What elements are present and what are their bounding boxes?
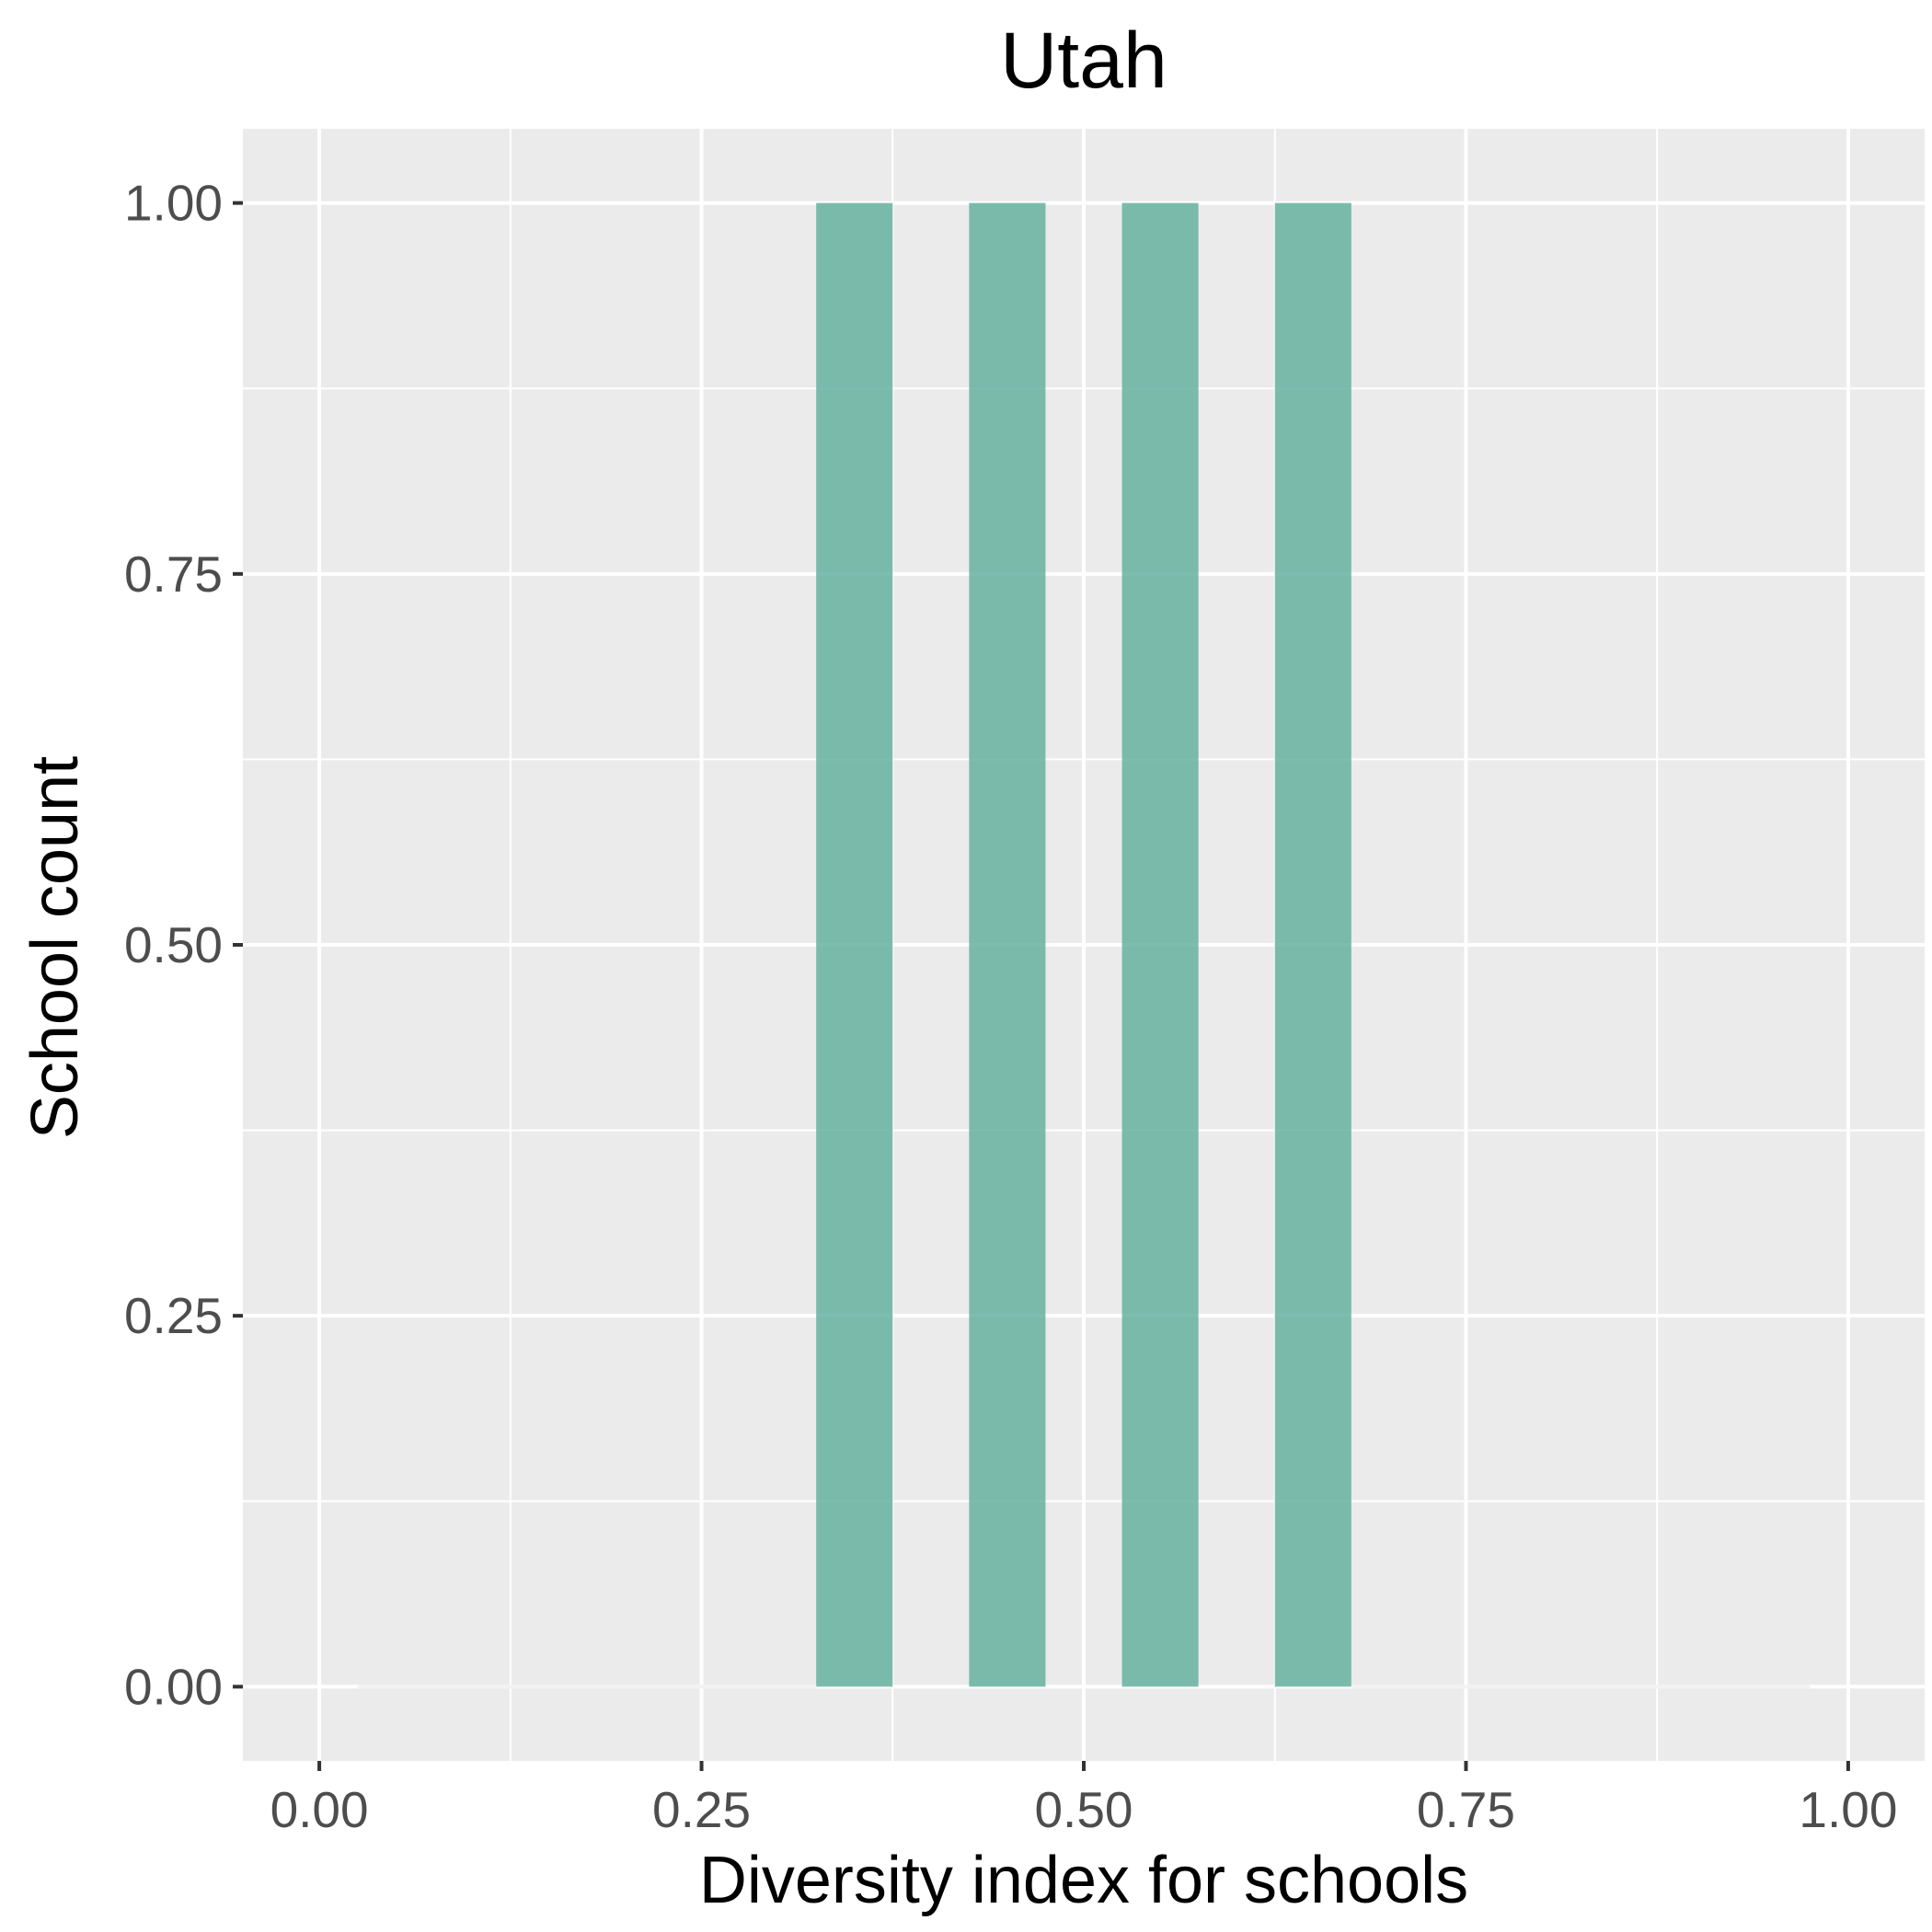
histogram-bar — [1274, 202, 1351, 1687]
histogram-bar — [816, 202, 893, 1687]
x-tick-label: 1.00 — [1799, 1781, 1897, 1838]
chart-title: Utah — [1000, 17, 1167, 105]
y-tick-label: 0.00 — [124, 1658, 223, 1715]
y-tick-label: 0.75 — [124, 546, 223, 603]
x-tick-label: 0.75 — [1417, 1781, 1515, 1838]
x-tick-label: 0.00 — [270, 1781, 369, 1838]
major-gridlines — [243, 129, 1925, 1761]
bars — [357, 202, 1811, 1689]
y-tick-label: 0.50 — [124, 916, 223, 973]
y-axis-ticks: 0.00 0.25 0.50 0.75 1.00 — [124, 175, 243, 1715]
y-tick-label: 1.00 — [124, 175, 223, 232]
x-tick-label: 0.50 — [1034, 1781, 1133, 1838]
histogram-bar — [1121, 202, 1199, 1687]
histogram-bar — [969, 202, 1046, 1687]
x-tick-label: 0.25 — [652, 1781, 751, 1838]
y-tick-label: 0.25 — [124, 1287, 223, 1344]
x-axis-title: Diversity index for schools — [699, 1844, 1468, 1917]
y-axis-title: School count — [18, 756, 92, 1139]
x-axis-ticks: 0.00 0.25 0.50 0.75 1.00 — [270, 1761, 1897, 1838]
